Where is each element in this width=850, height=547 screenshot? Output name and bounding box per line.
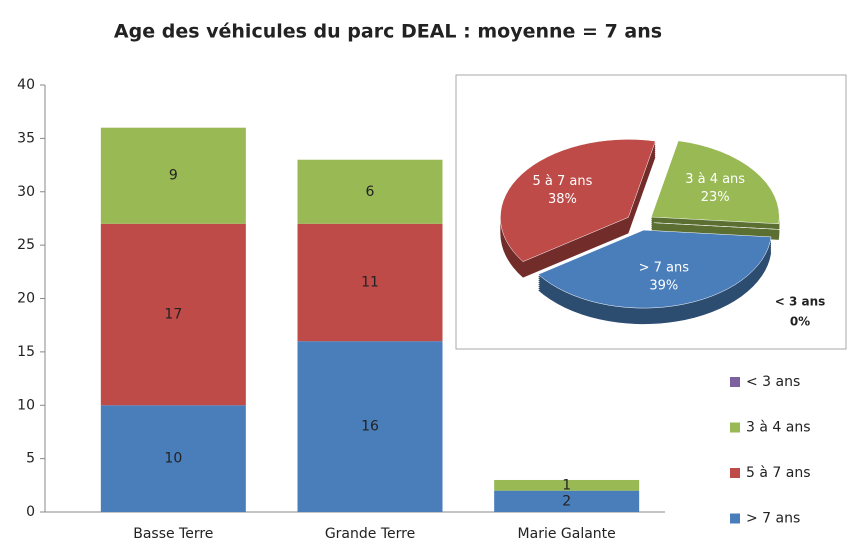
x-tick-label: Marie Galante	[518, 526, 616, 542]
data-label: 17	[164, 307, 182, 323]
slice-value-label: 39%	[649, 278, 678, 293]
bar-segment	[297, 341, 443, 512]
data-label: 1	[562, 477, 571, 493]
legend-swatch	[730, 422, 740, 433]
slice-value-label: 0%	[790, 315, 810, 329]
pie-slice	[650, 140, 780, 225]
y-tick-label: 35	[17, 130, 35, 146]
legend-label: > 7 ans	[746, 511, 800, 527]
bar-segment	[100, 223, 246, 406]
slice-category-label: > 7 ans	[639, 260, 690, 275]
y-tick-label: 20	[17, 291, 35, 307]
slice-value-label: 38%	[548, 192, 577, 207]
y-tick-label: 15	[17, 344, 35, 360]
data-label: 10	[164, 451, 182, 467]
y-tick-label: 10	[17, 397, 35, 413]
legend-label: < 3 ans	[746, 374, 800, 390]
legend-swatch	[730, 513, 740, 524]
data-label: 9	[169, 168, 178, 184]
x-tick-label: Basse Terre	[133, 526, 213, 542]
y-tick-label: 25	[17, 237, 35, 253]
legend-swatch	[730, 377, 740, 387]
y-tick-label: 30	[17, 184, 35, 200]
data-label: 6	[366, 184, 375, 200]
legend-swatch	[730, 468, 740, 478]
legend-label: 3 à 4 ans	[746, 420, 811, 436]
data-label: 2	[562, 493, 571, 509]
bar-segment	[297, 159, 443, 224]
slice-value-label: 23%	[701, 190, 730, 205]
chart-title: Age des véhicules du parc DEAL : moyenne…	[114, 21, 662, 43]
pie-slice	[537, 229, 772, 309]
slice-category-label: < 3 ans	[775, 295, 826, 309]
slice-category-label: 3 à 4 ans	[685, 172, 745, 187]
y-tick-label: 5	[26, 451, 35, 467]
y-tick-label: 40	[17, 77, 35, 93]
slice-category-label: 5 à 7 ans	[532, 174, 592, 189]
x-tick-label: Grande Terre	[325, 526, 415, 542]
pie	[500, 139, 782, 325]
legend-label: 5 à 7 ans	[746, 465, 811, 481]
y-tick-label: 0	[26, 504, 35, 520]
bar-segment	[100, 127, 246, 224]
data-label: 11	[361, 274, 379, 290]
bar-segment	[100, 405, 246, 512]
data-label: 16	[361, 419, 379, 435]
bar-segment	[297, 223, 443, 342]
bar-segment	[494, 490, 640, 512]
pie-slice	[500, 139, 656, 262]
bar-segment	[494, 479, 640, 491]
